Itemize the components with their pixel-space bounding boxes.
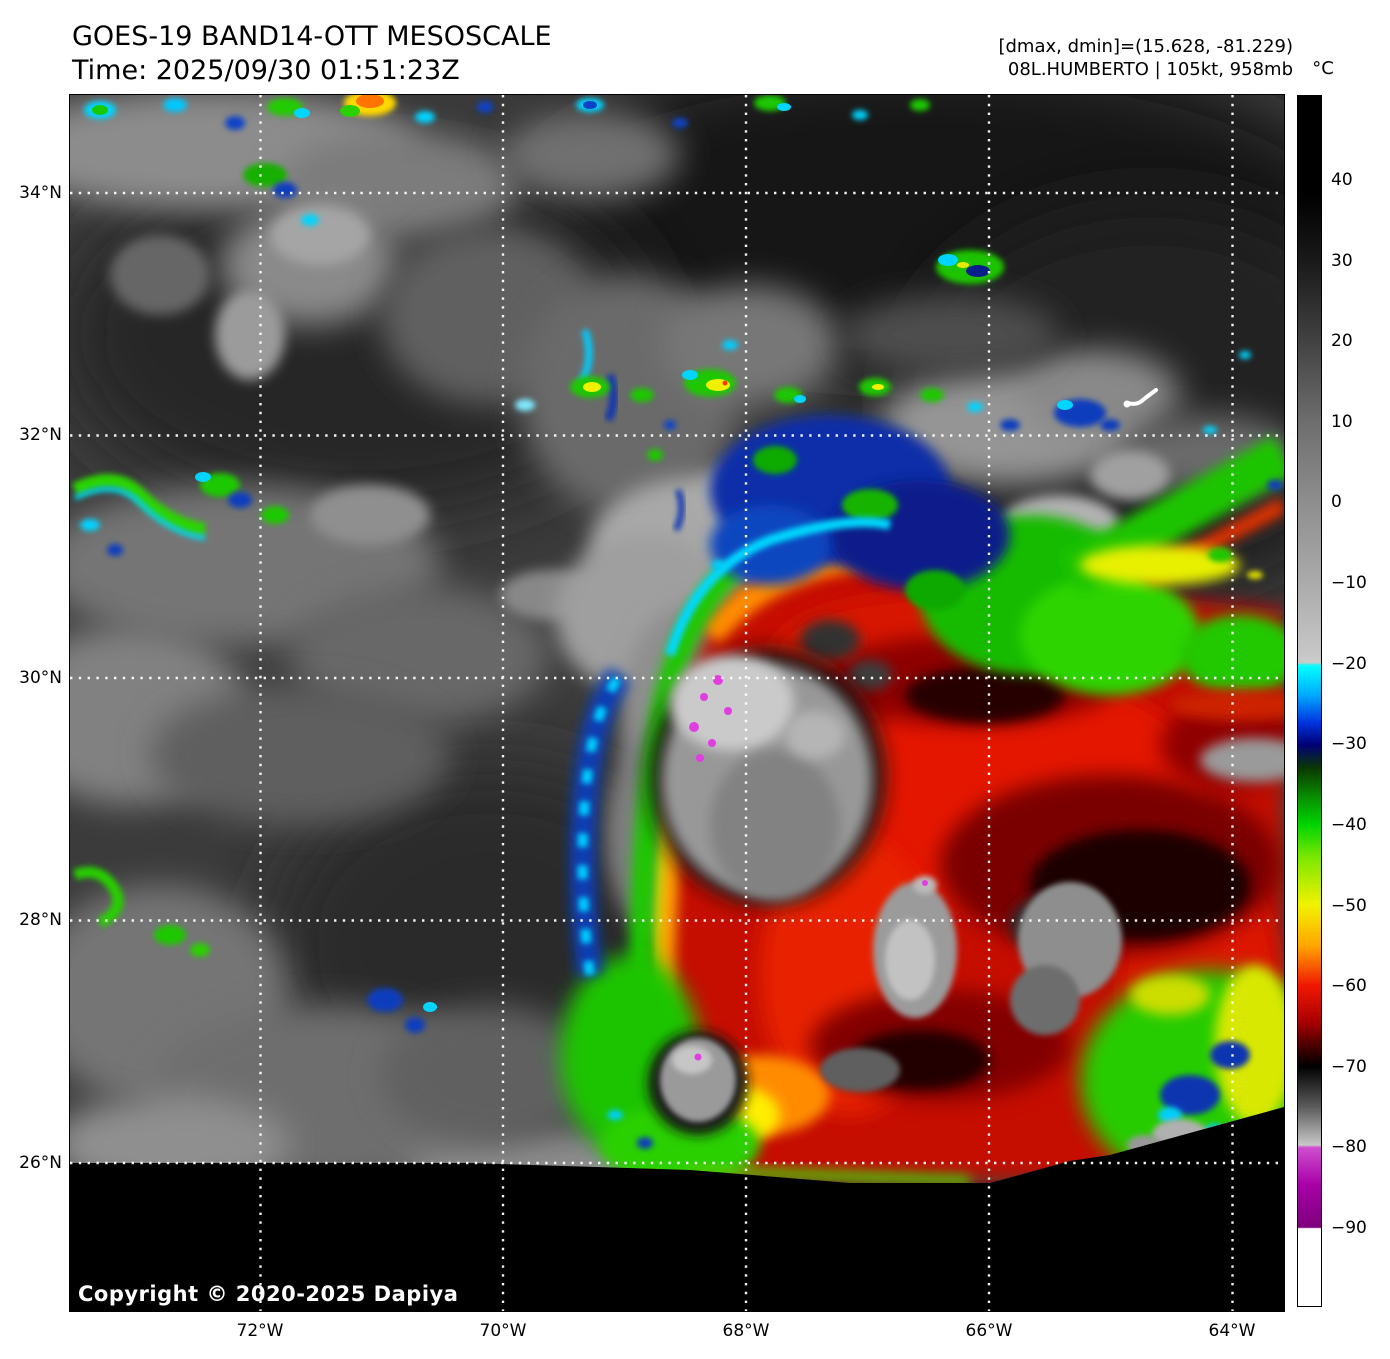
background-cloud-field xyxy=(70,95,1284,1255)
lon-label-64w: 64°W xyxy=(1208,1321,1256,1341)
satellite-image xyxy=(70,95,1284,1311)
lat-label-26n: 26°N xyxy=(19,1153,62,1173)
lon-label-68w: 68°W xyxy=(722,1321,770,1341)
lon-label-72w: 72°W xyxy=(236,1321,284,1341)
cb-tick-m30: −30 xyxy=(1331,734,1367,754)
info-block: [dmax, dmin]=(15.628, -81.229) 08L.HUMBE… xyxy=(998,35,1293,81)
lon-label-66w: 66°W xyxy=(965,1321,1013,1341)
cb-tick-m60: −60 xyxy=(1331,976,1367,996)
copyright-watermark: Copyright © 2020-2025 Dapiya xyxy=(78,1282,459,1306)
overshooting-top-magenta-specks xyxy=(689,675,928,1061)
hurricane-eye xyxy=(649,649,885,905)
cb-tick-0: 0 xyxy=(1331,492,1342,512)
cb-tick-m80: −80 xyxy=(1331,1137,1367,1157)
storm-info: 08L.HUMBERTO | 105kt, 958mb xyxy=(1007,59,1293,80)
cb-tick-m10: −10 xyxy=(1331,573,1367,593)
hurricane-banding xyxy=(560,415,1284,1190)
graticule-gridlines xyxy=(70,95,1284,1311)
lon-label-70w: 70°W xyxy=(479,1321,527,1341)
satellite-map xyxy=(69,94,1285,1312)
cb-tick-10: 10 xyxy=(1331,412,1353,432)
temperature-colorbar xyxy=(1297,95,1322,1307)
colorbar-unit-label: °C xyxy=(1312,58,1334,79)
range-info: [dmax, dmin]=(15.628, -81.229) xyxy=(998,36,1293,57)
lat-label-30n: 30°N xyxy=(19,668,62,688)
cb-tick-m70: −70 xyxy=(1331,1057,1367,1077)
aircraft-icon xyxy=(1123,388,1158,408)
cb-tick-20: 20 xyxy=(1331,331,1353,351)
timestamp: Time: 2025/09/30 01:51:23Z xyxy=(72,55,460,86)
title-block: GOES-19 BAND14-OTT MESOSCALE Time: 2025/… xyxy=(72,20,552,88)
cb-tick-m90: −90 xyxy=(1331,1218,1367,1238)
cb-tick-30: 30 xyxy=(1331,251,1353,271)
cb-tick-40: 40 xyxy=(1331,170,1353,190)
warm-spots xyxy=(648,876,1122,1135)
cb-tick-m50: −50 xyxy=(1331,896,1367,916)
data-void-region xyxy=(70,1107,1284,1311)
cb-tick-m20: −20 xyxy=(1331,654,1367,674)
lat-label-32n: 32°N xyxy=(19,425,62,445)
page-title: GOES-19 BAND14-OTT MESOSCALE xyxy=(72,21,552,52)
cb-tick-m40: −40 xyxy=(1331,815,1367,835)
lat-label-28n: 28°N xyxy=(19,910,62,930)
scattered-convective-cells xyxy=(71,95,1283,1033)
lat-label-34n: 34°N xyxy=(19,183,62,203)
